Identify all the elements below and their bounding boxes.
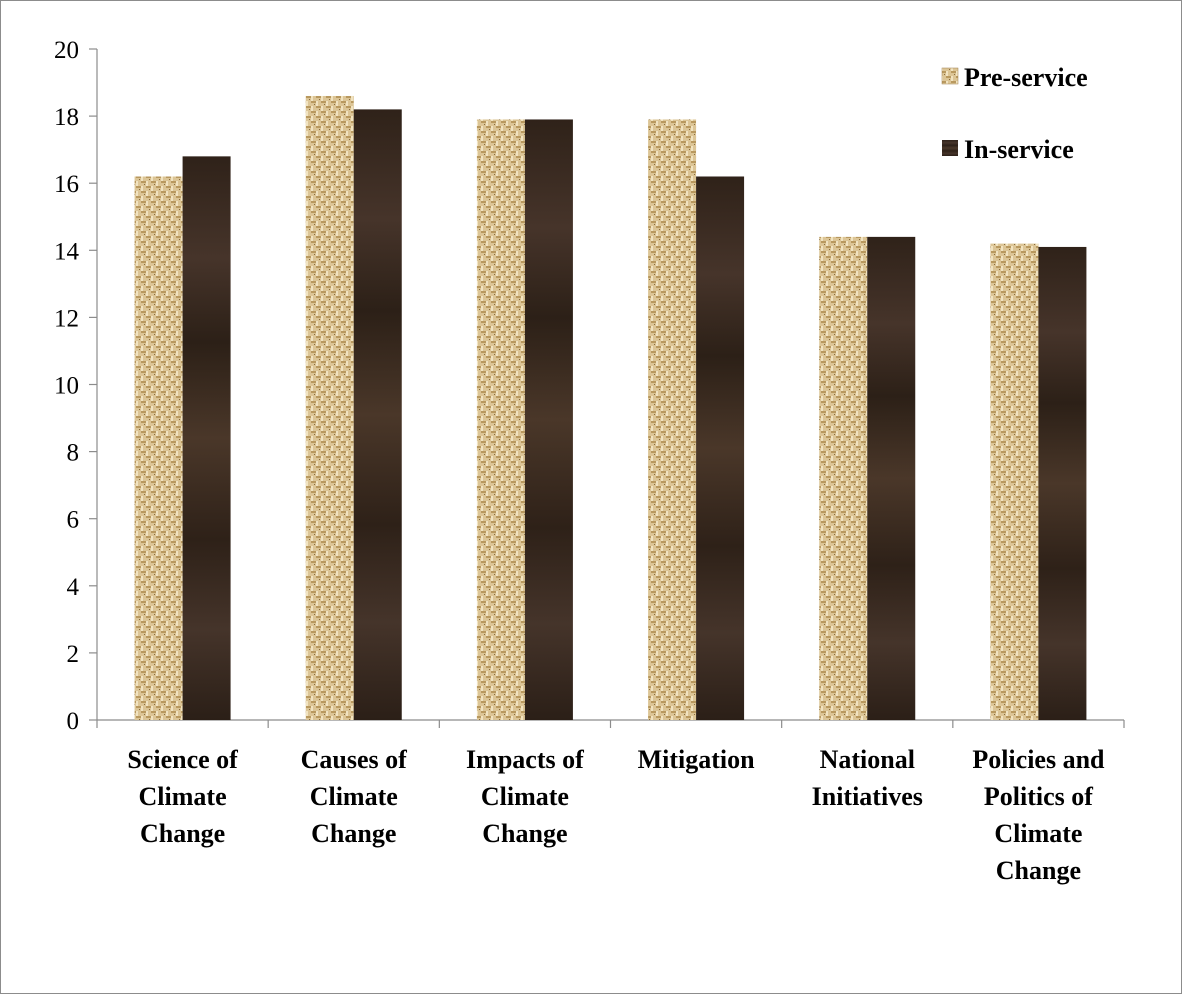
bar-pre-service xyxy=(476,119,525,720)
x-category-label: Science of Climate Change xyxy=(127,745,238,848)
bar-pre-service xyxy=(648,119,697,720)
bar-pre-service xyxy=(134,176,183,721)
y-tick-label: 20 xyxy=(54,37,79,64)
x-category-label: National Initiatives xyxy=(812,745,923,811)
bar-pre-service xyxy=(819,236,868,720)
bar-in-service xyxy=(867,236,916,720)
legend: Pre-service In-service xyxy=(941,63,1088,164)
y-tick-label: 16 xyxy=(54,171,79,198)
legend-label-pre-service: Pre-service xyxy=(964,63,1088,92)
x-axis-category-labels: Science of Climate Change Causes of Climate C… xyxy=(127,745,1105,885)
x-category-label: Impacts of Climate Change xyxy=(466,745,584,848)
y-tick-label: 10 xyxy=(54,373,79,400)
y-tick-label: 8 xyxy=(67,440,80,467)
y-tick-label: 18 xyxy=(54,104,79,131)
bar-in-service xyxy=(182,156,231,721)
y-tick-label: 4 xyxy=(67,574,80,601)
y-tick-label: 0 xyxy=(67,708,80,735)
y-axis-tick-labels: 0 2 4 6 8 10 12 14 16 18 20 xyxy=(54,37,80,735)
bar-pre-service xyxy=(305,95,354,721)
x-category-label: Policies and Politics of Climate Change xyxy=(972,745,1105,885)
legend-swatch-pre-service xyxy=(941,67,959,85)
legend-label-in-service: In-service xyxy=(964,135,1074,164)
legend-swatch-in-service xyxy=(942,140,958,156)
bar-pre-service xyxy=(990,243,1039,720)
y-tick-label: 2 xyxy=(67,641,80,668)
bar-in-service xyxy=(1038,246,1087,720)
axes xyxy=(89,48,1125,728)
x-category-label: Causes of Climate Change xyxy=(301,745,408,848)
y-tick-label: 12 xyxy=(54,305,79,332)
y-tick-label: 6 xyxy=(67,507,80,534)
bar-in-service xyxy=(353,109,402,720)
x-category-label: Mitigation xyxy=(638,745,756,774)
bar-in-service xyxy=(696,176,745,721)
bars xyxy=(134,95,1087,721)
y-tick-label: 14 xyxy=(54,238,80,265)
bar-in-service xyxy=(524,119,573,720)
